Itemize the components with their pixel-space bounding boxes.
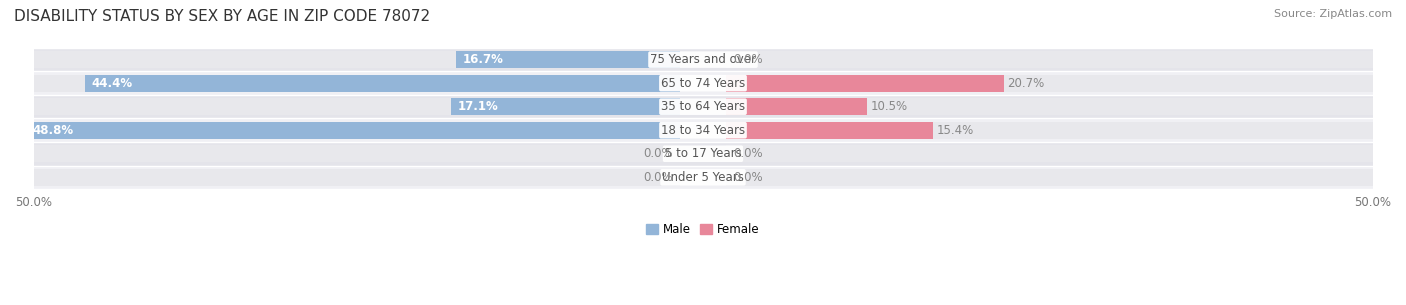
Bar bbox=[727, 98, 1372, 115]
Bar bbox=[34, 166, 1372, 189]
Text: 5 to 17 Years: 5 to 17 Years bbox=[665, 147, 741, 160]
Bar bbox=[34, 98, 679, 115]
Bar bbox=[727, 169, 1372, 186]
Text: 0.0%: 0.0% bbox=[644, 147, 673, 160]
Text: 35 to 64 Years: 35 to 64 Years bbox=[661, 100, 745, 113]
Bar bbox=[727, 75, 1372, 92]
Text: 20.7%: 20.7% bbox=[1008, 77, 1045, 90]
Bar bbox=[727, 75, 1004, 92]
Text: 44.4%: 44.4% bbox=[91, 77, 134, 90]
Bar bbox=[34, 51, 679, 68]
Bar bbox=[456, 51, 679, 68]
Legend: Male, Female: Male, Female bbox=[641, 218, 765, 241]
Text: 15.4%: 15.4% bbox=[936, 124, 974, 137]
Bar bbox=[27, 122, 679, 139]
Bar bbox=[34, 75, 679, 92]
Text: 0.0%: 0.0% bbox=[733, 53, 762, 66]
Text: 0.0%: 0.0% bbox=[733, 171, 762, 184]
Text: 0.0%: 0.0% bbox=[644, 171, 673, 184]
Bar bbox=[34, 71, 1372, 95]
Text: 16.7%: 16.7% bbox=[463, 53, 503, 66]
Text: Under 5 Years: Under 5 Years bbox=[662, 171, 744, 184]
Text: DISABILITY STATUS BY SEX BY AGE IN ZIP CODE 78072: DISABILITY STATUS BY SEX BY AGE IN ZIP C… bbox=[14, 9, 430, 24]
Bar bbox=[34, 142, 1372, 166]
Bar bbox=[450, 98, 679, 115]
Bar bbox=[727, 51, 1372, 68]
Bar bbox=[34, 145, 679, 162]
Text: 65 to 74 Years: 65 to 74 Years bbox=[661, 77, 745, 90]
Bar bbox=[727, 122, 1372, 139]
Bar bbox=[84, 75, 679, 92]
Text: 10.5%: 10.5% bbox=[872, 100, 908, 113]
Text: 0.0%: 0.0% bbox=[733, 147, 762, 160]
Bar bbox=[34, 95, 1372, 118]
Bar bbox=[34, 48, 1372, 71]
Bar bbox=[34, 118, 1372, 142]
Bar bbox=[727, 145, 1372, 162]
Bar bbox=[34, 122, 679, 139]
Text: 75 Years and over: 75 Years and over bbox=[650, 53, 756, 66]
Text: Source: ZipAtlas.com: Source: ZipAtlas.com bbox=[1274, 9, 1392, 19]
Bar bbox=[727, 98, 868, 115]
Bar bbox=[727, 122, 932, 139]
Text: 48.8%: 48.8% bbox=[32, 124, 75, 137]
Text: 17.1%: 17.1% bbox=[457, 100, 498, 113]
Bar bbox=[34, 169, 679, 186]
Text: 18 to 34 Years: 18 to 34 Years bbox=[661, 124, 745, 137]
